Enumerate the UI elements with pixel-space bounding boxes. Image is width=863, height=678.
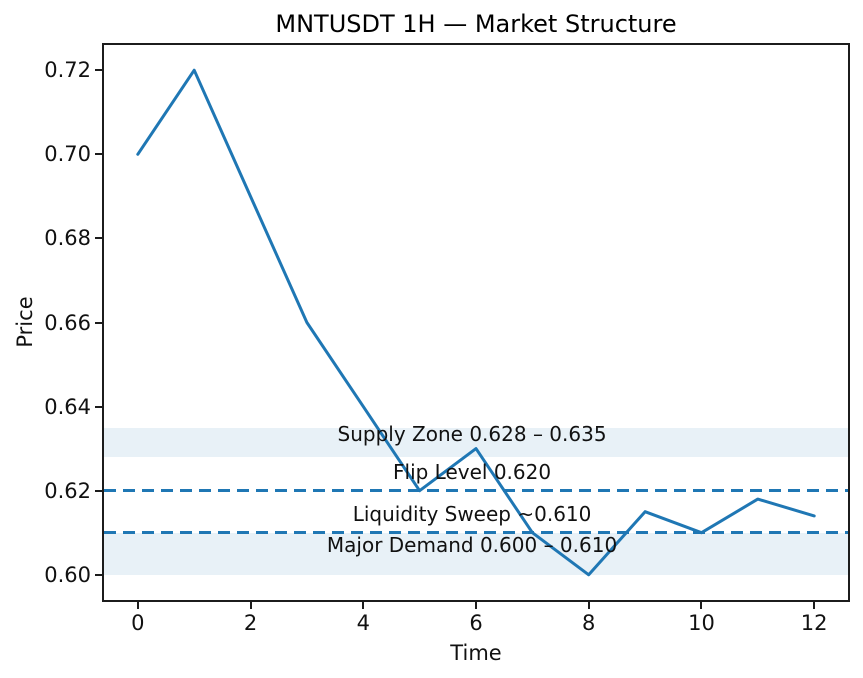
x-tick-label: 2 [243,611,258,635]
y-tick-mark [95,69,102,72]
x-tick-label: 0 [131,611,145,635]
y-axis-label: Price [13,296,37,348]
x-axis-label: Time [450,641,502,665]
plot-area: Supply Zone 0.628 – 0.635 Flip Level 0.62… [44,43,850,635]
x-tick-mark [249,602,252,609]
y-tick-label: 0.70 [44,142,91,167]
y-tick-label: 0.64 [44,394,91,419]
x-tick-label: 8 [582,611,596,635]
y-tick-label: 0.66 [44,310,91,335]
x-tick-mark [700,602,703,609]
y-tick-label: 0.60 [44,562,91,587]
price-line-chart [136,68,816,577]
y-tick-label: 0.62 [44,478,91,503]
y-tick-mark [95,489,102,492]
x-tick-label: 10 [688,611,715,635]
y-tick-mark [95,153,102,156]
y-tick-label: 0.68 [44,226,91,251]
y-tick-mark [95,573,102,576]
flip-level-label: Flip Level 0.620 [393,459,552,484]
x-tick-mark [475,602,477,609]
x-tick-label: 4 [356,611,370,635]
chart-title: MNTUSDT 1H — Market Structure [275,10,677,38]
y-tick-mark [95,321,102,324]
price-line [136,68,816,577]
liquidity-sweep-label: Liquidity Sweep ~0.610 [352,501,592,526]
x-tick-mark [813,602,816,609]
major-demand-label: Major Demand 0.600 – 0.610 [326,533,618,558]
x-tick-mark [136,602,139,609]
x-tick-label: 6 [469,611,483,635]
y-tick-mark [95,237,102,240]
x-tick-label: 12 [800,611,828,635]
supply-zone-label: Supply Zone 0.628 – 0.635 [337,421,607,446]
x-tick-mark [362,602,365,609]
y-tick-mark [95,405,102,408]
x-tick-mark [587,602,590,609]
y-tick-label: 0.72 [44,58,91,83]
